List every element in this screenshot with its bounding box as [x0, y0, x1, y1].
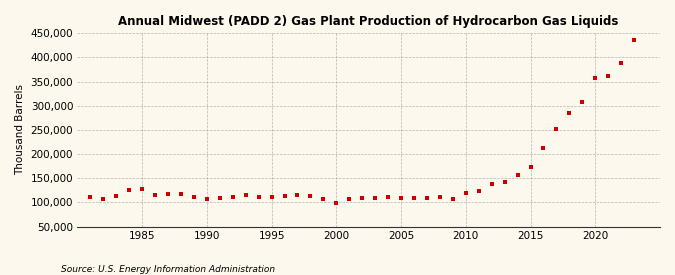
Text: Source: U.S. Energy Information Administration: Source: U.S. Energy Information Administ… [61, 265, 275, 274]
Title: Annual Midwest (PADD 2) Gas Plant Production of Hydrocarbon Gas Liquids: Annual Midwest (PADD 2) Gas Plant Produc… [119, 15, 619, 28]
Y-axis label: Thousand Barrels: Thousand Barrels [15, 84, 25, 175]
